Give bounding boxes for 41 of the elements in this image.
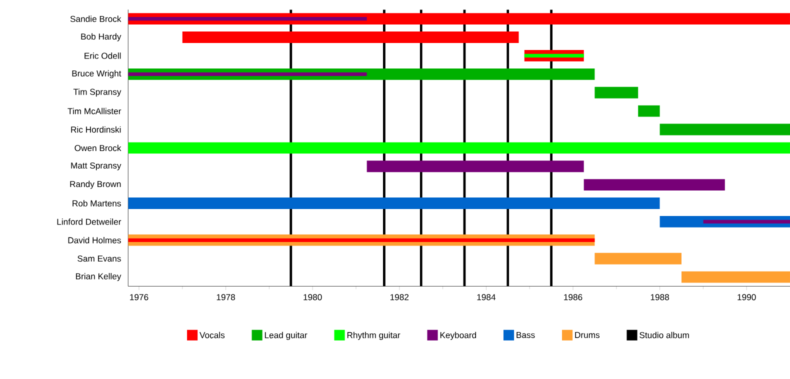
x-tick-label: 1980: [304, 294, 322, 300]
y-tick-label: Rob Martens: [72, 200, 121, 206]
bar: [182, 31, 519, 43]
y-tick-label: Eric Odell: [84, 52, 121, 59]
bar: [128, 197, 660, 209]
bar: [128, 238, 595, 242]
x-tick-label: 1978: [216, 294, 235, 300]
legend-label: Studio album: [640, 332, 689, 338]
legend-label: Rhythm guitar: [347, 332, 400, 340]
bar: [128, 16, 367, 20]
y-tick-label: David Holmes: [68, 236, 121, 244]
x-tick-label: 1990: [738, 294, 756, 300]
y-tick-label: Bob Hardy: [81, 33, 122, 42]
y-tick-label: Tim McAllister: [68, 108, 122, 114]
y-tick-label: Matt Spransy: [71, 162, 122, 170]
bar: [594, 252, 682, 264]
y-tick-label: Ric Hordinski: [71, 126, 121, 132]
bar: [703, 220, 790, 224]
legend-label: Drums: [575, 332, 600, 338]
legend-label: Bass: [516, 332, 535, 338]
y-tick-label: Sam Evans: [78, 255, 121, 262]
x-tick-label: 1988: [650, 294, 669, 300]
bar: [660, 124, 790, 135]
legend-label: Lead guitar: [264, 332, 308, 340]
bar: [638, 105, 660, 117]
legend-label: Keyboard: [440, 332, 476, 340]
x-tick-label: 1982: [390, 294, 409, 300]
x-tick-label: 1984: [477, 294, 496, 300]
x-tick-label: 1976: [130, 294, 148, 300]
y-tick-label: Bruce Wright: [72, 70, 122, 78]
y-tick-label: Tim Spransy: [73, 88, 122, 96]
y-tick-label: Linford Detweiler: [57, 218, 122, 225]
bar: [594, 86, 638, 98]
y-tick-label: Owen Brock: [74, 144, 122, 151]
y-tick-label: Sandie Brock: [70, 15, 122, 22]
y-tick-label: Randy Brown: [70, 180, 121, 189]
legend-label: Vocals: [200, 332, 225, 338]
x-tick-label: 1986: [564, 294, 582, 300]
y-tick-label: Brian Kelley: [76, 272, 122, 281]
bar: [128, 72, 367, 76]
bar: [682, 271, 790, 283]
